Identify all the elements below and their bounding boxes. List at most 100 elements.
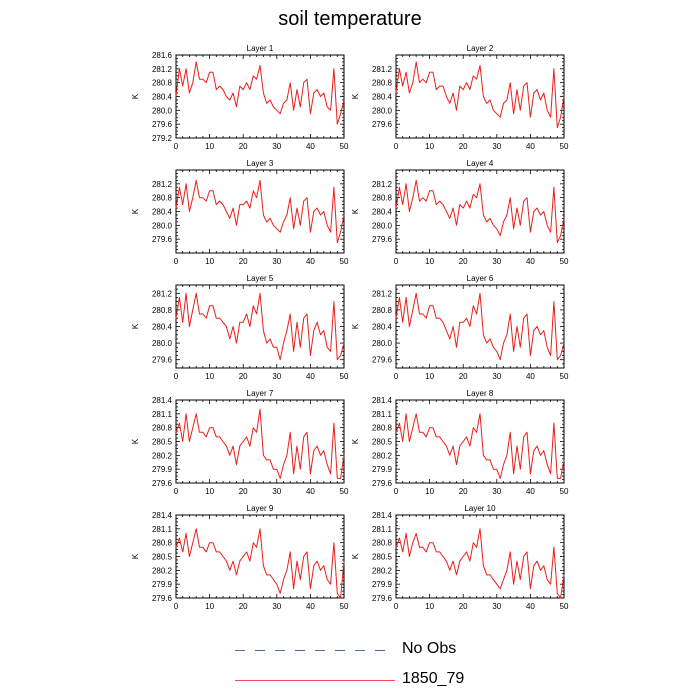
panel-title: Layer 3 — [247, 159, 274, 168]
y-tick-label: 280.0 — [152, 106, 173, 115]
panel-layer-6: Layer 6 K 0 10 20 30 40 50 279.6 280.0 280.4 280.8 2… — [351, 274, 569, 381]
x-tick-label: 30 — [272, 602, 281, 611]
series-line — [175, 179, 345, 244]
x-tick-label: 50 — [560, 487, 569, 496]
x-tick-label: 30 — [492, 257, 501, 266]
x-tick-label: 20 — [459, 487, 468, 496]
y-tick-label: 280.8 — [152, 424, 173, 433]
x-tick-label: 50 — [340, 602, 349, 611]
y-axis-label: K — [351, 93, 360, 99]
y-tick-label: 280.5 — [372, 553, 393, 562]
x-tick-label: 20 — [239, 487, 248, 496]
plot-frame — [395, 399, 565, 484]
panel-layer-8: Layer 8 K 0 10 20 30 40 50 279.6 279.9 280.2 280.5 2… — [351, 389, 569, 496]
x-tick-label: 40 — [306, 257, 315, 266]
x-tick-label: 40 — [526, 487, 535, 496]
plot-grid: Layer 1 K 0 10 20 30 40 50 279.2 279.6 280.0 280.4 2… — [131, 44, 569, 611]
x-tick-label: 0 — [174, 257, 179, 266]
series-line — [175, 528, 345, 599]
panel-layer-1: Layer 1 K 0 10 20 30 40 50 279.2 279.6 280.0 280.4 2… — [131, 44, 349, 151]
panel-layer-10: Layer 10 K 0 10 20 30 40 50 279.6 279.9 280.2 280.5… — [351, 504, 569, 611]
y-tick-label: 280.4 — [372, 323, 393, 332]
x-tick-label: 30 — [272, 257, 281, 266]
series-line — [175, 292, 345, 361]
panel-layer-4: Layer 4 K 0 10 20 30 40 50 279.6 280.0 280.4 280.8 2… — [351, 159, 569, 266]
x-tick-label: 10 — [425, 142, 434, 151]
panel-title: Layer 4 — [467, 159, 494, 168]
y-tick-label: 281.2 — [372, 289, 393, 298]
x-tick-label: 50 — [560, 142, 569, 151]
y-axis-label: K — [351, 553, 360, 559]
y-tick-label: 280.8 — [152, 79, 173, 88]
y-tick-label: 279.9 — [372, 465, 393, 474]
y-tick-label: 280.5 — [152, 553, 173, 562]
series-line — [395, 528, 565, 599]
y-tick-label: 279.6 — [152, 235, 173, 244]
y-tick-label: 280.0 — [372, 221, 393, 230]
y-tick-label: 280.2 — [152, 451, 173, 460]
y-axis-label: K — [351, 438, 360, 444]
panel-layer-9: Layer 9 K 0 10 20 30 40 50 279.6 279.9 280.2 280.5 2… — [131, 504, 349, 611]
x-tick-label: 20 — [459, 372, 468, 381]
x-tick-label: 50 — [560, 257, 569, 266]
panel-layer-7: Layer 7 K 0 10 20 30 40 50 279.6 279.9 280.2 280.5 2… — [131, 389, 349, 496]
x-tick-label: 0 — [174, 142, 179, 151]
chart-title: soil temperature — [278, 8, 422, 30]
x-tick-label: 20 — [239, 602, 248, 611]
y-tick-label: 281.1 — [152, 410, 173, 419]
x-tick-label: 20 — [459, 602, 468, 611]
y-tick-label: 281.2 — [372, 65, 393, 74]
y-tick-label: 281.2 — [372, 180, 393, 189]
y-tick-label: 280.0 — [372, 106, 393, 115]
x-tick-label: 0 — [174, 372, 179, 381]
x-tick-label: 40 — [306, 142, 315, 151]
y-tick-label: 279.2 — [152, 134, 173, 143]
y-tick-label: 281.2 — [152, 65, 173, 74]
y-tick-label: 280.5 — [372, 438, 393, 447]
x-tick-label: 10 — [425, 487, 434, 496]
y-tick-label: 281.1 — [152, 525, 173, 534]
series-line — [395, 179, 565, 244]
series-line — [395, 292, 565, 361]
x-tick-label: 10 — [205, 142, 214, 151]
y-axis-label: K — [351, 323, 360, 329]
panel-title: Layer 2 — [467, 44, 494, 53]
panel-title: Layer 5 — [247, 274, 274, 283]
panel-title: Layer 6 — [467, 274, 494, 283]
y-tick-label: 279.9 — [372, 580, 393, 589]
x-tick-label: 30 — [492, 602, 501, 611]
y-tick-label: 281.4 — [152, 396, 173, 405]
x-tick-label: 40 — [526, 142, 535, 151]
x-tick-label: 50 — [340, 487, 349, 496]
panel-layer-2: Layer 2 K 0 10 20 30 40 50 279.6 280.0 280.4 280.8 2… — [351, 44, 569, 151]
panel-title: Layer 10 — [464, 504, 496, 513]
x-tick-label: 40 — [526, 257, 535, 266]
y-tick-label: 280.8 — [372, 539, 393, 548]
x-tick-label: 40 — [526, 602, 535, 611]
y-tick-label: 280.8 — [372, 194, 393, 203]
x-tick-label: 0 — [394, 257, 399, 266]
y-tick-label: 280.4 — [152, 208, 173, 217]
x-tick-label: 40 — [526, 372, 535, 381]
x-tick-label: 0 — [394, 142, 399, 151]
x-tick-label: 50 — [560, 372, 569, 381]
x-tick-label: 20 — [239, 257, 248, 266]
y-axis-label: K — [131, 323, 140, 329]
plot-frame — [395, 514, 565, 599]
y-axis-label: K — [131, 93, 140, 99]
y-axis-label: K — [131, 208, 140, 214]
x-tick-label: 10 — [205, 487, 214, 496]
x-tick-label: 20 — [239, 142, 248, 151]
y-tick-label: 281.4 — [152, 511, 173, 520]
y-tick-label: 280.4 — [372, 208, 393, 217]
x-tick-label: 20 — [239, 372, 248, 381]
series-line — [395, 413, 565, 479]
x-tick-label: 50 — [340, 142, 349, 151]
y-tick-label: 280.2 — [372, 566, 393, 575]
panel-layer-5: Layer 5 K 0 10 20 30 40 50 279.6 280.0 280.4 280.8 2… — [131, 274, 349, 381]
panel-title: Layer 1 — [247, 44, 274, 53]
y-tick-label: 279.6 — [152, 120, 173, 129]
x-tick-label: 10 — [425, 602, 434, 611]
y-tick-label: 280.4 — [152, 323, 173, 332]
panel-title: Layer 9 — [247, 504, 274, 513]
